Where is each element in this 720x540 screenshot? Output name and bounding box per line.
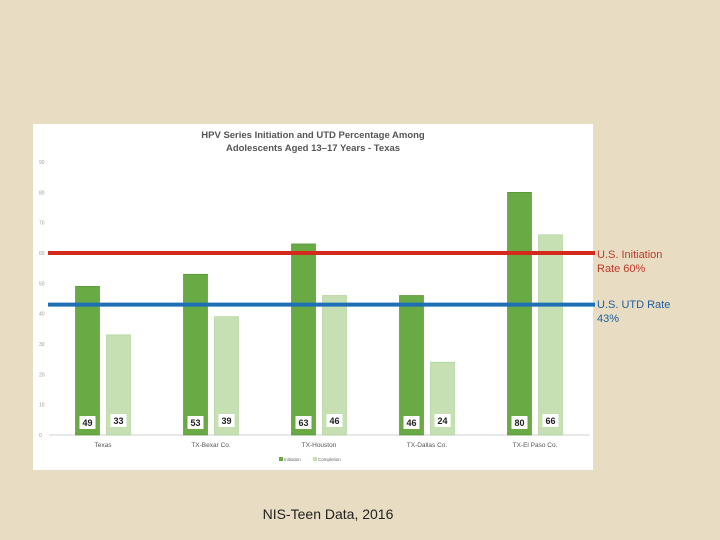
bar-initiation	[291, 243, 316, 436]
category-label: TX-Houston	[302, 442, 337, 449]
data-label-completion: 46	[329, 416, 339, 426]
data-label-box	[511, 416, 528, 429]
data-label-initiation: 53	[190, 418, 200, 428]
category-label: TX-El Paso Co.	[513, 442, 558, 449]
data-label-completion: 39	[221, 416, 231, 426]
y-tick-label: 20	[39, 372, 45, 378]
y-tick-label: 10	[39, 403, 45, 409]
bar-chart: HPV Series Initiation and UTD Percentage…	[39, 130, 589, 462]
data-label-box	[295, 416, 312, 429]
y-tick-label: 30	[39, 342, 45, 348]
data-label-completion: 33	[113, 416, 123, 426]
y-tick-label: 90	[39, 160, 45, 166]
chart-panel: HPV Series Initiation and UTD Percentage…	[33, 124, 593, 470]
y-tick-label: 80	[39, 190, 45, 196]
y-tick-label: 70	[39, 221, 45, 227]
data-label-completion: 66	[545, 416, 555, 426]
source-caption: NIS-Teen Data, 2016	[262, 506, 394, 522]
data-label-box	[218, 414, 235, 427]
y-tick-label: 0	[39, 433, 42, 439]
legend-swatch-initiation	[279, 457, 283, 461]
data-label-box	[187, 416, 204, 429]
chart-title-line: Adolescents Aged 13–17 Years - Texas	[226, 143, 400, 154]
data-label-initiation: 80	[514, 418, 524, 428]
data-label-box	[326, 414, 343, 427]
data-label-initiation: 46	[406, 418, 416, 428]
data-label-box	[403, 416, 420, 429]
category-label: TX-Bexar Co.	[191, 442, 231, 449]
us-initiation-rate-label: U.S. Initiation Rate 60%	[597, 249, 663, 275]
legend-swatch-completion	[313, 457, 317, 461]
data-label-box	[542, 414, 559, 427]
bar-completion	[322, 295, 347, 436]
legend-label-initiation: Initiation	[284, 457, 301, 462]
category-label: TX-Dallas Co.	[407, 442, 448, 449]
data-label-completion: 24	[437, 416, 447, 426]
data-label-box	[434, 414, 451, 427]
data-label-initiation: 49	[82, 418, 92, 428]
us-utd-rate-label: U.S. UTD Rate 43%	[597, 299, 671, 325]
bar-completion	[538, 234, 563, 436]
y-tick-label: 50	[39, 281, 45, 287]
bar-initiation	[183, 273, 208, 436]
data-label-initiation: 63	[298, 418, 308, 428]
bar-initiation	[399, 295, 424, 436]
data-label-box	[110, 414, 127, 427]
bar-initiation	[507, 192, 532, 436]
y-tick-label: 40	[39, 312, 45, 318]
data-label-box	[79, 416, 96, 429]
chart-title-line: HPV Series Initiation and UTD Percentage…	[201, 130, 425, 141]
category-label: Texas	[95, 442, 113, 449]
bar-initiation	[75, 286, 100, 436]
y-tick-label: 60	[39, 251, 45, 257]
legend-label-completion: Completion	[318, 457, 341, 462]
